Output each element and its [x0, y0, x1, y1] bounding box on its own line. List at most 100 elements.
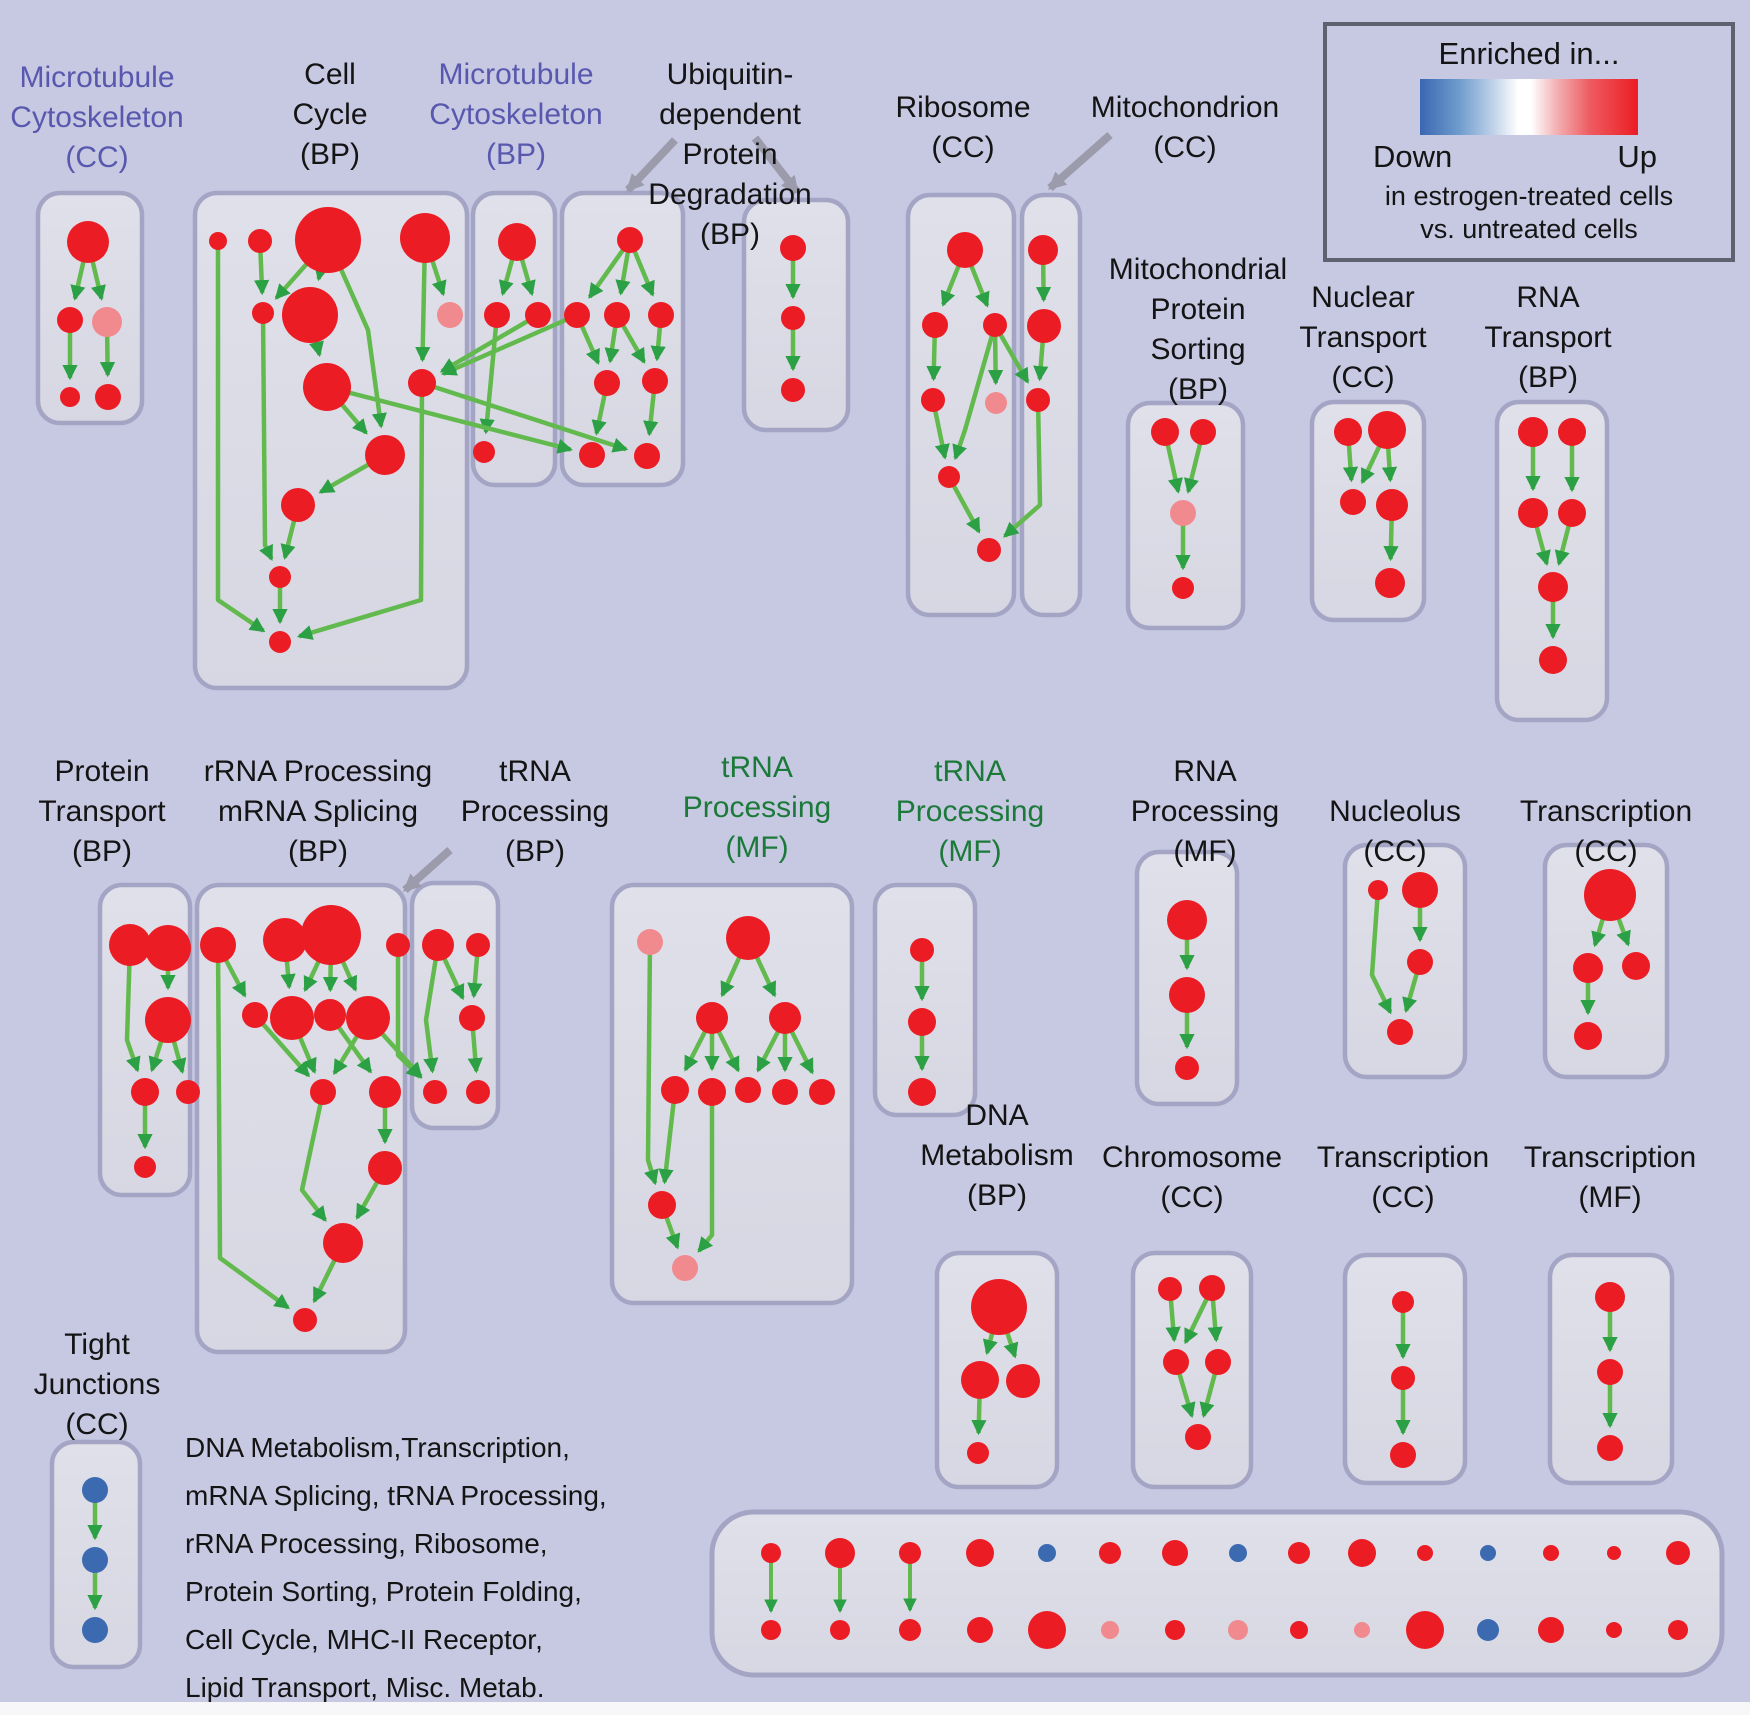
node-ub1 — [604, 302, 630, 328]
node-rrna — [369, 1076, 401, 1108]
node-transcription-cc-a — [1622, 952, 1650, 980]
node-trna-mf-1 — [672, 1255, 698, 1281]
strip-bottom-node — [1354, 1622, 1370, 1638]
node-mt-bp — [525, 302, 551, 328]
node-trna-mf-1 — [661, 1076, 689, 1104]
strip-bottom-node — [1477, 1619, 1499, 1641]
node-cc — [252, 302, 274, 324]
legend-subtitle-line1: in estrogen-treated cells — [1384, 181, 1674, 211]
strip-bottom-node — [1406, 1611, 1444, 1649]
node-chromosome — [1185, 1424, 1211, 1450]
edge-nucleolus — [1369, 889, 1393, 1015]
edge-ribosome — [952, 324, 998, 461]
node-trna-mf-1 — [809, 1079, 835, 1105]
node-ub1 — [617, 227, 643, 253]
node-cc — [365, 435, 405, 475]
cluster-box-dna-metabolism — [934, 1250, 1060, 1490]
annotation-arrow — [1047, 132, 1113, 191]
strip-top-node — [1543, 1545, 1559, 1561]
node-cc — [437, 302, 463, 328]
annotation-arrow — [751, 135, 801, 195]
node-nuclear-transport — [1340, 489, 1366, 515]
node-mt-bp — [473, 441, 495, 463]
node-trna-mf-2 — [908, 1008, 936, 1036]
node-cc — [248, 229, 272, 253]
node-mps — [1151, 418, 1179, 446]
strip-top-node — [1099, 1542, 1121, 1564]
strip-bottom-node — [761, 1620, 781, 1640]
node-cc — [400, 213, 450, 263]
legend-gradient-bar — [1420, 79, 1638, 135]
node-rna-transport — [1539, 646, 1567, 674]
node-trna-mf-1 — [648, 1191, 676, 1219]
node-cc — [269, 631, 291, 653]
edge-cc — [215, 241, 266, 633]
strip-top-node — [1038, 1544, 1056, 1562]
edge-cc — [296, 382, 425, 640]
node-mt-bp — [484, 302, 510, 328]
node-mt-cc — [57, 307, 83, 333]
edge-protein-transport — [124, 944, 141, 1073]
strip-bottom-node — [1606, 1622, 1622, 1638]
node-mitochondrion — [1028, 235, 1058, 265]
node-cc — [303, 363, 351, 411]
legend-up-label: Up — [1617, 139, 1657, 174]
annotation-arrows — [402, 132, 1113, 893]
node-mt-cc — [67, 221, 109, 263]
node-rrna — [301, 905, 361, 965]
edge-trna-mf-1 — [643, 941, 659, 1186]
node-nucleolus — [1387, 1019, 1413, 1045]
cluster-box-mt-bp — [470, 190, 558, 488]
node-nuclear-transport — [1376, 489, 1408, 521]
node-trna-mf-1 — [698, 1078, 726, 1106]
edge-trna-mf-1 — [658, 1089, 678, 1185]
strip-bottom-node — [899, 1619, 921, 1641]
node-nucleolus — [1402, 872, 1438, 908]
node-mps — [1190, 419, 1216, 445]
strip-top-node — [1666, 1541, 1690, 1565]
node-trna-mf-1 — [637, 929, 663, 955]
nodes — [57, 207, 1690, 1649]
strip-bottom-node — [1028, 1611, 1066, 1649]
strip-top-node — [761, 1543, 781, 1563]
strip-bottom-node — [1290, 1621, 1308, 1639]
node-nucleolus — [1368, 880, 1388, 900]
node-mps — [1170, 500, 1196, 526]
node-transcription-cc-b — [1390, 1442, 1416, 1468]
node-cc — [282, 287, 338, 343]
node-trna-bp — [466, 933, 490, 957]
node-mt-cc — [92, 307, 122, 337]
node-ribosome — [921, 388, 945, 412]
node-cc — [269, 566, 291, 588]
node-mt-bp — [498, 223, 536, 261]
strip-bottom-node — [830, 1620, 850, 1640]
node-trna-bp — [459, 1005, 485, 1031]
strip-top-node — [1229, 1544, 1247, 1562]
cross-edge — [326, 384, 573, 454]
node-protein-transport — [176, 1080, 200, 1104]
cluster-box-transcription-cc-a — [1542, 842, 1670, 1080]
cross-edge — [440, 312, 578, 376]
node-mt-cc — [95, 384, 121, 410]
node-rna-mf — [1169, 977, 1205, 1013]
node-ribosome — [985, 392, 1007, 414]
node-transcription-mf — [1595, 1282, 1625, 1312]
node-rrna — [368, 1151, 402, 1185]
node-ribosome — [947, 232, 983, 268]
strip-top-node — [966, 1539, 994, 1567]
node-trna-mf-1 — [769, 1002, 801, 1034]
node-trna-mf-1 — [726, 916, 770, 960]
node-transcription-cc-a — [1574, 1022, 1602, 1050]
node-protein-transport — [109, 924, 151, 966]
node-rrna — [242, 1002, 268, 1028]
edge-rrna — [299, 1091, 328, 1222]
legend-down-label: Down — [1373, 139, 1453, 174]
node-ub1 — [648, 302, 674, 328]
node-rrna — [310, 1079, 336, 1105]
node-ub2 — [781, 378, 805, 402]
node-rna-mf — [1175, 1056, 1199, 1080]
annotation-arrow — [625, 137, 678, 193]
node-cc — [295, 207, 361, 273]
strip-top-node — [1607, 1546, 1621, 1560]
